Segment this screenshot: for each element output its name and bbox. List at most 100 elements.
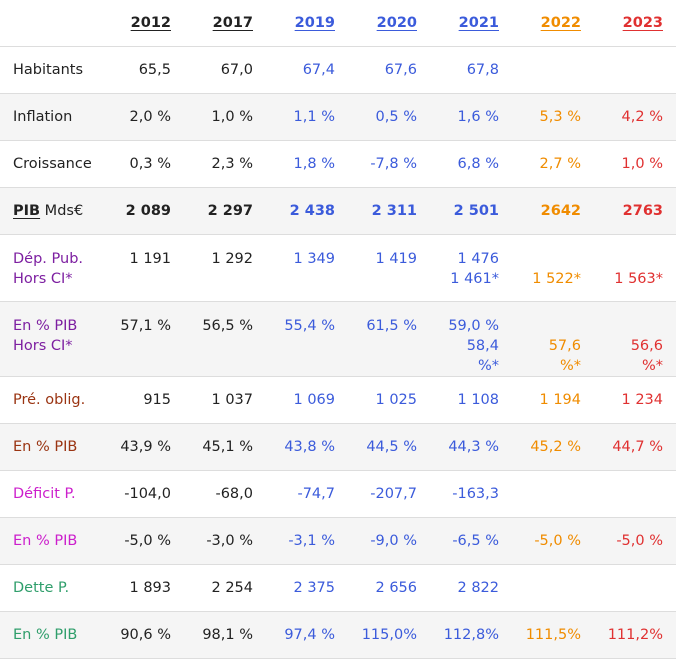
year-2021-header: 2021 — [430, 0, 512, 47]
row-label: Pré. oblig. — [13, 391, 86, 408]
cell-value: 67,4 — [302, 61, 335, 78]
cell-2020: 1 025 — [348, 376, 430, 423]
cell-value-hors-ci: 1 522* — [532, 270, 581, 287]
year-2020-header: 2020 — [348, 0, 430, 47]
cell-2017: 2 254 — [184, 564, 266, 611]
year-2012-header: 2012 — [102, 0, 184, 47]
cell-value: 2 656 — [375, 579, 417, 596]
cell-value-hors-ci: 56,6 %* — [630, 337, 663, 374]
row-label: En % PIB Hors CI* — [0, 301, 102, 376]
cell-value: 61,5 % — [366, 317, 417, 334]
cell-value: 2 089 — [125, 202, 171, 219]
cell-value: -7,8 % — [370, 155, 417, 172]
row-label: En % PIB — [13, 532, 78, 549]
cell-value — [525, 316, 581, 336]
cell-2017: -68,0 — [184, 470, 266, 517]
cell-value: 2 822 — [457, 579, 499, 596]
year-2022-header: 2022 — [512, 0, 594, 47]
cell-2023 — [594, 46, 676, 93]
cell-2017: 56,5 % — [184, 301, 266, 376]
cell-value: 1 349 — [293, 250, 335, 267]
row-label: Déficit P. — [13, 485, 76, 502]
cell-2022: 1 194 — [512, 376, 594, 423]
cell-2021: 1 108 — [430, 376, 512, 423]
cell-value: 44,5 % — [366, 438, 417, 455]
cell-value: 1,6 % — [457, 108, 499, 125]
cell-value: 1 194 — [539, 391, 581, 408]
cell-2022: 1 522* — [512, 234, 594, 301]
cell-2012: -104,0 — [102, 470, 184, 517]
row-inflation: Inflation 2,0 % 1,0 % 1,1 % 0,5 % 1,6 % 5,3 %… — [0, 93, 676, 140]
cell-value: 2 501 — [453, 202, 499, 219]
cell-value: 1 234 — [621, 391, 663, 408]
cell-value: 44,7 % — [612, 438, 663, 455]
year-2023-header: 2023 — [594, 0, 676, 47]
cell-2012: -5,0 % — [102, 517, 184, 564]
cell-2021: 2 501 — [430, 187, 512, 234]
row-label: Dette P. — [13, 579, 70, 596]
year-2019-header: 2019 — [266, 0, 348, 47]
cell-2021: 67,8 — [430, 46, 512, 93]
row-label-line2: Hors CI* — [13, 337, 73, 354]
cell-2023: 1 563* — [594, 234, 676, 301]
row-pre-pct: En % PIB 43,9 % 45,1 % 43,8 % 44,5 % 44,3 % 4… — [0, 423, 676, 470]
cell-value: 57,1 % — [120, 317, 171, 334]
cell-value: 2 438 — [289, 202, 335, 219]
cell-value: -6,5 % — [452, 532, 499, 549]
cell-2019: -3,1 % — [266, 517, 348, 564]
cell-2012: 1 191 — [102, 234, 184, 301]
cell-value: 65,5 — [138, 61, 171, 78]
row-croissance: Croissance 0,3 % 2,3 % 1,8 % -7,8 % 6,8 % 2,7… — [0, 140, 676, 187]
cell-value: 2 254 — [211, 579, 253, 596]
cell-value: 90,6 % — [120, 626, 171, 643]
cell-2022: 2642 — [512, 187, 594, 234]
cell-value: 112,8% — [443, 626, 499, 643]
cell-2021: -6,5 % — [430, 517, 512, 564]
cell-2019: 1 069 — [266, 376, 348, 423]
cell-2020: 2 656 — [348, 564, 430, 611]
cell-value-hors-ci: 58,4 %* — [466, 337, 499, 374]
cell-2023: -5,0 % — [594, 517, 676, 564]
cell-2012: 2,0 % — [102, 93, 184, 140]
cell-value: 1 191 — [129, 250, 171, 267]
cell-value: 67,0 — [220, 61, 253, 78]
cell-value: 0,5 % — [375, 108, 417, 125]
cell-value: 115,0% — [361, 626, 417, 643]
row-pib: PIB Mds€ 2 089 2 297 2 438 2 311 2 501 2642 27… — [0, 187, 676, 234]
row-label: Inflation — [13, 108, 73, 125]
row-habitants: Habitants 65,5 67,0 67,4 67,6 67,8 — [0, 46, 676, 93]
cell-2021: 1,6 % — [430, 93, 512, 140]
row-deficit: Déficit P. -104,0 -68,0 -74,7 -207,7 -163,3 — [0, 470, 676, 517]
cell-2017: 2,3 % — [184, 140, 266, 187]
cell-value: 2,3 % — [211, 155, 253, 172]
cell-2020: 1 419 — [348, 234, 430, 301]
cell-value: 1 025 — [375, 391, 417, 408]
cell-2020: 2 311 — [348, 187, 430, 234]
row-label: Croissance — [13, 155, 92, 172]
cell-value: 43,9 % — [120, 438, 171, 455]
row-label-line2: Hors CI* — [13, 270, 73, 287]
cell-value: 2 375 — [293, 579, 335, 596]
cell-2017: 1 292 — [184, 234, 266, 301]
cell-2020: -9,0 % — [348, 517, 430, 564]
year-2017-header: 2017 — [184, 0, 266, 47]
cell-value: 2 297 — [207, 202, 253, 219]
cell-2022: 57,6 %* — [512, 301, 594, 376]
row-label: Dép. Pub. Hors CI* — [0, 234, 102, 301]
cell-value: 4,2 % — [621, 108, 663, 125]
cell-value: -74,7 — [297, 485, 335, 502]
cell-2022 — [512, 564, 594, 611]
cell-value: 111,5% — [525, 626, 581, 643]
cell-2017: -3,0 % — [184, 517, 266, 564]
cell-2023 — [594, 564, 676, 611]
cell-2022 — [512, 46, 594, 93]
cell-2022: 5,3 % — [512, 93, 594, 140]
cell-2020: 115,0% — [348, 611, 430, 658]
cell-value: 55,4 % — [284, 317, 335, 334]
cell-2020: -7,8 % — [348, 140, 430, 187]
row-label: Habitants — [13, 61, 84, 78]
row-dette: Dette P. 1 893 2 254 2 375 2 656 2 822 — [0, 564, 676, 611]
cell-2023: 111,2% — [594, 611, 676, 658]
cell-2017: 98,1 % — [184, 611, 266, 658]
